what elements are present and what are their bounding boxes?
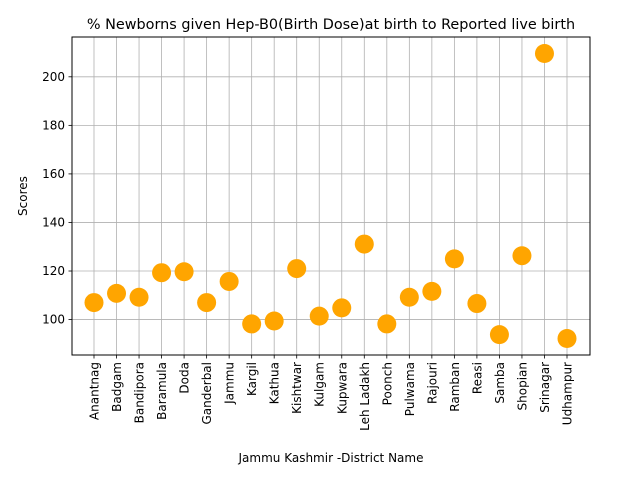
x-tick-label: Udhampur [561, 362, 575, 425]
x-axis-ticks: Anantnag Badgam Bandipora Baramula Doda Gande… [88, 355, 575, 431]
x-tick-label: Ganderbal [200, 362, 214, 425]
data-point [354, 234, 374, 254]
data-point [399, 287, 419, 307]
data-point [377, 314, 397, 334]
data-point [84, 293, 104, 313]
x-tick-label: Kupwara [335, 362, 349, 414]
x-tick-label: Srinagar [538, 362, 552, 413]
y-axis-title: Scores [16, 176, 30, 216]
y-tick-label: 200 [42, 70, 65, 84]
x-tick-label: Rajouri [425, 362, 439, 404]
data-point [152, 263, 172, 283]
x-tick-label: Doda [178, 362, 192, 394]
data-point [287, 259, 307, 279]
data-point [467, 294, 487, 314]
plot-frame [71, 36, 591, 356]
data-point [512, 246, 532, 266]
x-axis-title: Jammu Kashmir -District Name [238, 451, 424, 465]
x-tick-label: Shopian [515, 362, 529, 410]
y-tick-label: 120 [42, 264, 65, 278]
x-tick-label: Poonch [380, 362, 394, 405]
x-tick-label: Leh Ladakh [358, 362, 372, 431]
data-point [444, 249, 464, 269]
data-point [242, 314, 262, 334]
data-point [332, 298, 352, 318]
x-tick-label: Kathua [268, 362, 282, 404]
y-tick-label: 160 [42, 167, 65, 181]
data-point [219, 271, 239, 291]
chart-title: % Newborns given Hep-B0(Birth Dose)at bi… [87, 17, 575, 33]
x-tick-label: Kulgam [313, 362, 327, 407]
x-tick-label: Samba [493, 362, 507, 404]
data-point [557, 328, 577, 348]
x-tick-label: Jammu [223, 362, 237, 405]
y-tick-label: 180 [42, 118, 65, 132]
data-point [129, 287, 149, 307]
data-point [489, 325, 509, 345]
y-tick-label: 140 [42, 215, 65, 229]
grid-lines [72, 37, 590, 355]
data-point [107, 283, 127, 303]
x-tick-label: Pulwama [403, 362, 417, 416]
x-tick-label: Baramula [155, 362, 169, 420]
x-tick-label: Kargil [245, 362, 259, 396]
data-point [264, 311, 284, 331]
x-tick-label: Badgam [110, 362, 124, 412]
x-tick-label: Anantnag [88, 362, 102, 420]
data-point [534, 44, 554, 64]
data-point [197, 293, 217, 313]
x-tick-label: Kishtwar [290, 362, 304, 414]
x-tick-label: Reasi [470, 362, 484, 394]
data-point [309, 306, 329, 326]
data-points [84, 44, 577, 348]
x-tick-label: Ramban [448, 362, 462, 412]
x-tick-label: Bandipora [133, 362, 147, 423]
data-point [422, 281, 442, 301]
data-point [174, 262, 194, 282]
y-tick-label: 100 [42, 313, 65, 327]
y-axis-ticks: 100 120 140 160 180 200 [42, 70, 72, 327]
